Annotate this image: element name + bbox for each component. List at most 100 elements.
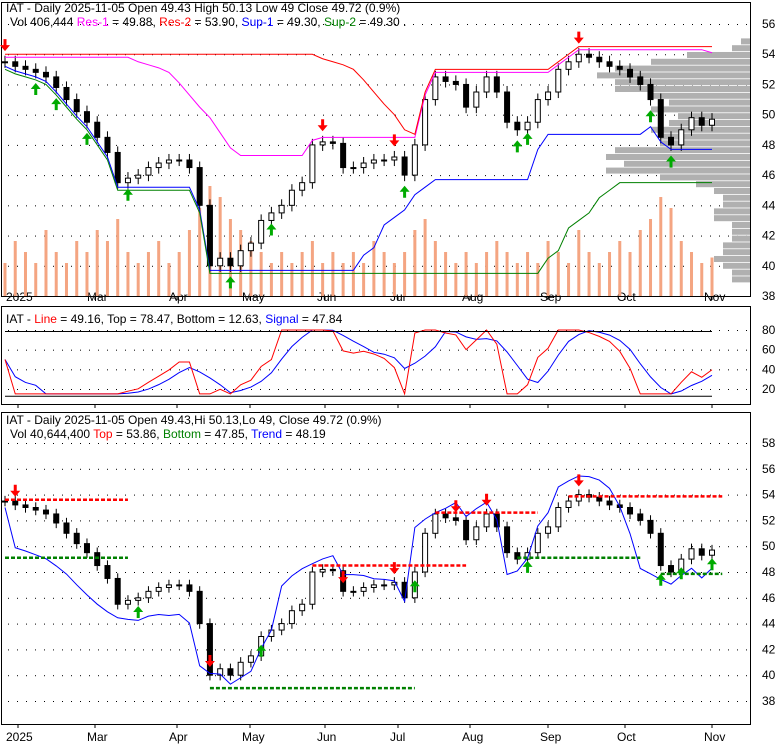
gridline-dot — [521, 546, 522, 548]
gridline-dot — [206, 24, 207, 26]
gridline-dot — [593, 443, 594, 444]
gridline-dot — [161, 369, 162, 371]
volume-bar — [577, 230, 581, 296]
gridline-dot — [350, 144, 351, 146]
gridline-dot — [323, 701, 324, 702]
price-p3-candle — [319, 568, 326, 573]
panel3-y-tick: 50 — [762, 539, 776, 553]
gridline-dot — [521, 235, 522, 237]
gridline-dot — [80, 546, 81, 548]
price-p3-candle — [206, 623, 213, 676]
gridline-dot — [233, 701, 234, 702]
gridline-dot — [530, 388, 531, 390]
volume-bar — [362, 263, 366, 296]
gridline-dot — [152, 144, 153, 146]
gridline-dot — [17, 84, 18, 86]
gridline-dot — [89, 24, 90, 26]
gridline-dot — [404, 468, 405, 470]
price-p3-candle — [114, 577, 121, 605]
gridline-dot — [80, 649, 81, 651]
gridline-dot — [440, 520, 441, 522]
gridline-dot — [458, 296, 459, 297]
up-arrow-icon — [51, 98, 62, 111]
gridline-dot — [440, 349, 441, 351]
gridline-dot — [476, 114, 477, 116]
gridline-dot — [350, 701, 351, 702]
gridline-dot — [674, 572, 675, 573]
gridline-dot — [80, 701, 81, 702]
gridline-dot — [530, 443, 531, 444]
price-candle — [381, 159, 388, 162]
price-p3-candle — [94, 552, 101, 567]
gridline-dot — [449, 330, 450, 332]
gridline-dot — [8, 144, 9, 146]
gridline-dot — [638, 649, 639, 651]
gridline-dot — [593, 296, 594, 297]
gridline-dot — [98, 494, 99, 496]
gridline-dot — [377, 701, 378, 702]
gridline-dot — [269, 520, 270, 522]
gridline-dot — [647, 369, 648, 371]
gridline-dot — [134, 520, 135, 522]
gridline-dot — [620, 623, 621, 625]
gridline-dot — [728, 443, 729, 444]
gridline-dot — [134, 330, 135, 332]
gridline-dot — [584, 546, 585, 548]
gridline-dot — [80, 296, 81, 297]
gridline-dot — [548, 494, 549, 496]
gridline-dot — [44, 330, 45, 332]
gridline-dot — [152, 388, 153, 390]
gridline-dot — [359, 597, 360, 599]
volume-bar — [310, 241, 314, 296]
gridline-dot — [89, 235, 90, 237]
sup2-line — [4, 68, 712, 274]
gridline-dot — [26, 623, 27, 625]
gridline-dot — [701, 349, 702, 351]
gridline-dot — [71, 443, 72, 444]
gridline-dot — [656, 623, 657, 625]
gridline-dot — [512, 235, 513, 237]
gridline-dot — [476, 649, 477, 651]
gridline-dot — [647, 54, 648, 56]
gridline-dot — [647, 623, 648, 625]
gridline-dot — [260, 520, 261, 522]
gridline-dot — [557, 388, 558, 390]
gridline-dot — [350, 546, 351, 548]
gridline-dot — [215, 144, 216, 146]
gridline-dot — [98, 649, 99, 651]
gridline-dot — [341, 114, 342, 116]
gridline-dot — [188, 468, 189, 470]
gridline-dot — [467, 114, 468, 116]
gridline-dot — [143, 330, 144, 332]
gridline-dot — [170, 388, 171, 390]
gridline-dot — [449, 205, 450, 207]
panel3-y-tick: 58 — [762, 436, 776, 450]
gridline-dot — [71, 114, 72, 116]
gridline-dot — [395, 84, 396, 86]
gridline-dot — [449, 546, 450, 548]
gridline-dot — [440, 24, 441, 26]
gridline-dot — [395, 468, 396, 470]
gridline-dot — [368, 443, 369, 444]
gridline-dot — [404, 24, 405, 26]
volume-profile-bar — [615, 79, 750, 86]
gridline-dot — [224, 546, 225, 548]
gridline-dot — [107, 205, 108, 207]
x-tick-label: Jun — [317, 730, 336, 744]
gridline-dot — [233, 546, 234, 548]
gridline-dot — [188, 572, 189, 573]
gridline-dot — [539, 144, 540, 146]
gridline-dot — [575, 597, 576, 599]
gridline-dot — [62, 623, 63, 625]
gridline-dot — [35, 114, 36, 116]
gridline-dot — [98, 701, 99, 702]
gridline-dot — [368, 144, 369, 146]
gridline-dot — [620, 546, 621, 548]
gridline-dot — [161, 235, 162, 237]
gridline-dot — [647, 235, 648, 237]
gridline-dot — [494, 205, 495, 207]
gridline-dot — [206, 296, 207, 297]
gridline-dot — [359, 388, 360, 390]
gridline-dot — [26, 546, 27, 548]
gridline-dot — [305, 443, 306, 444]
